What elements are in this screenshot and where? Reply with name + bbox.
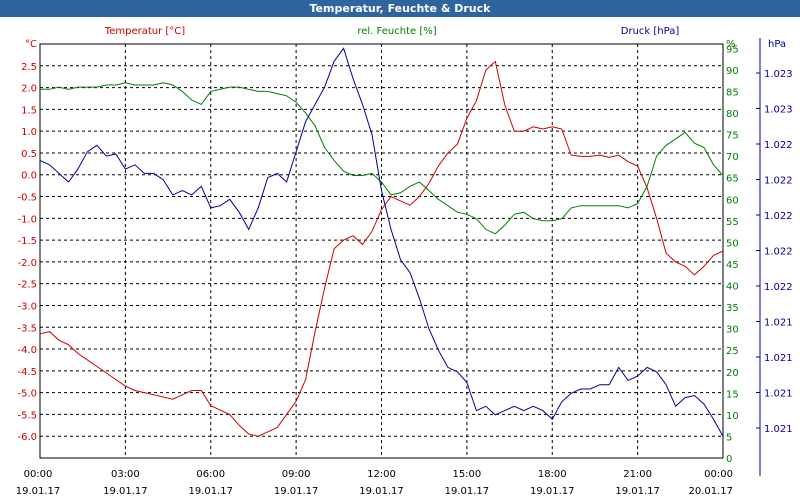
x-tick-date: 19.01.17 bbox=[615, 486, 660, 497]
pressure-tick-label: 1.023 bbox=[764, 105, 793, 116]
temperature-tick-label: -2.0 bbox=[17, 258, 37, 269]
x-tick-time: 18:00 bbox=[538, 469, 567, 480]
temperature-tick-label: -6.0 bbox=[17, 432, 37, 443]
humidity-tick-label: 50 bbox=[726, 238, 739, 249]
humidity-tick-label: 95 bbox=[726, 44, 739, 55]
x-tick-date: 19.01.17 bbox=[16, 486, 61, 497]
humidity-tick-label: 70 bbox=[726, 152, 739, 163]
temperature-tick-label: -4.5 bbox=[17, 367, 37, 378]
chart-svg: 2.5 2.0 1.5 1.0 0.5 0.0 -0.5 -1.0 -1.5 -2.0 -2.5 -3… bbox=[16, 26, 793, 497]
humidity-tick-label: 80 bbox=[726, 109, 739, 120]
pressure-tick-label: 1.022 bbox=[764, 282, 793, 293]
temperature-unit-label: °C bbox=[25, 39, 37, 50]
humidity-tick-label: 85 bbox=[726, 87, 739, 98]
temperature-tick-label: -4.0 bbox=[17, 345, 37, 356]
x-tick-time: 21:00 bbox=[623, 469, 652, 480]
temperature-tick-label: -3.0 bbox=[17, 301, 37, 312]
temperature-tick-label: 1.0 bbox=[21, 127, 37, 138]
humidity-tick-label: 45 bbox=[726, 260, 739, 271]
temperature-tick-label: 2.5 bbox=[21, 62, 37, 73]
x-tick-date: 19.01.17 bbox=[274, 486, 319, 497]
humidity-tick-label: 10 bbox=[726, 411, 739, 422]
pressure-tick-label: 1.022 bbox=[764, 140, 793, 151]
humidity-tick-label: 5 bbox=[726, 432, 732, 443]
temperature-tick-label: -0.5 bbox=[17, 193, 37, 204]
temperature-tick-label: 0.5 bbox=[21, 149, 37, 160]
x-tick-date: 19.01.17 bbox=[445, 486, 490, 497]
pressure-tick-label: 1.021 bbox=[764, 424, 793, 435]
humidity-tick-label: 55 bbox=[726, 217, 739, 228]
humidity-tick-label: 60 bbox=[726, 195, 739, 206]
temperature-tick-label: -5.5 bbox=[17, 410, 37, 421]
temperature-tick-label: -1.5 bbox=[17, 236, 37, 247]
pressure-unit-label: hPa bbox=[768, 39, 786, 50]
humidity-tick-label: 65 bbox=[726, 174, 739, 185]
temperature-tick-label: -5.0 bbox=[17, 389, 37, 400]
humidity-unit-label: % bbox=[726, 39, 736, 50]
series-line-pressure bbox=[39, 47, 724, 437]
humidity-tick-label: 0 bbox=[726, 454, 732, 465]
x-tick-time: 06:00 bbox=[196, 469, 225, 480]
x-tick-time: 00:00 bbox=[24, 469, 53, 480]
x-tick-date: 19.01.17 bbox=[359, 486, 404, 497]
pressure-tick-label: 1.021 bbox=[764, 353, 793, 364]
humidity-tick-label: 20 bbox=[726, 368, 739, 379]
series-line-temperature bbox=[39, 60, 724, 437]
x-tick-date: 19.01.17 bbox=[188, 486, 233, 497]
pressure-tick-label: 1.022 bbox=[764, 211, 793, 222]
temperature-tick-label: -1.0 bbox=[17, 214, 37, 225]
series-label-pressure: Druck [hPa] bbox=[621, 26, 680, 37]
humidity-tick-label: 40 bbox=[726, 282, 739, 293]
x-tick-time: 15:00 bbox=[452, 469, 481, 480]
temperature-tick-label: 2.0 bbox=[21, 84, 37, 95]
x-tick-time: 09:00 bbox=[282, 469, 311, 480]
humidity-tick-label: 15 bbox=[726, 389, 739, 400]
pressure-tick-label: 1.022 bbox=[764, 247, 793, 258]
series-label-humidity: rel. Feuchte [%] bbox=[357, 26, 436, 37]
temperature-tick-label: -2.5 bbox=[17, 280, 37, 291]
series-label-temperature: Temperatur [°C] bbox=[104, 26, 185, 37]
x-tick-time: 03:00 bbox=[111, 469, 140, 480]
pressure-tick-label: 1.021 bbox=[764, 318, 793, 329]
x-tick-time: 00:00 bbox=[704, 469, 733, 480]
temperature-tick-label: -3.5 bbox=[17, 323, 37, 334]
pressure-tick-label: 1.022 bbox=[764, 176, 793, 187]
humidity-tick-label: 25 bbox=[726, 346, 739, 357]
humidity-tick-label: 35 bbox=[726, 303, 739, 314]
x-tick-date: 20.01.17 bbox=[688, 486, 733, 497]
humidity-tick-label: 75 bbox=[726, 131, 739, 142]
x-tick-time: 12:00 bbox=[367, 469, 396, 480]
pressure-tick-label: 1.023 bbox=[764, 69, 793, 80]
temperature-tick-label: 0.0 bbox=[21, 171, 37, 182]
temperature-tick-label: 1.5 bbox=[21, 105, 37, 116]
pressure-tick-label: 1.021 bbox=[764, 389, 793, 400]
humidity-tick-label: 30 bbox=[726, 325, 739, 336]
x-tick-date: 19.01.17 bbox=[103, 486, 148, 497]
x-tick-date: 19.01.17 bbox=[530, 486, 575, 497]
series-line-humidity bbox=[40, 82, 724, 235]
humidity-tick-label: 90 bbox=[726, 66, 739, 77]
chart-title: Temperatur, Feuchte & Druck bbox=[0, 0, 800, 17]
